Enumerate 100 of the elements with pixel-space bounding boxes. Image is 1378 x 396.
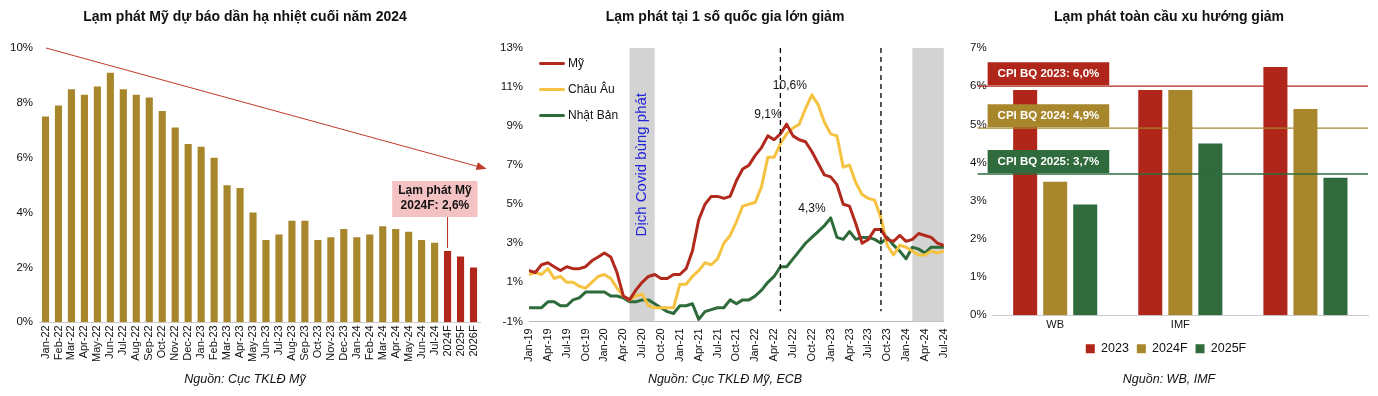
x-tick-label: Dec-23 <box>336 325 349 361</box>
y-tick-label: 6% <box>970 79 987 92</box>
bar <box>249 212 257 323</box>
x-tick-label: Aug-23 <box>284 325 297 361</box>
x-tick-label: Jan-23 <box>823 328 836 363</box>
bar <box>288 220 296 323</box>
y-tick-label: 1% <box>970 270 987 283</box>
bar <box>41 116 50 323</box>
y-tick-label: 6% <box>16 150 34 163</box>
x-tick-label: Jul-19 <box>559 328 572 359</box>
y-tick-label: 8% <box>16 96 34 109</box>
x-tick-label: Apr-22 <box>767 328 780 362</box>
bar <box>132 94 140 323</box>
x-tick-label: Jul-20 <box>635 328 648 359</box>
annotation: 10,6% <box>772 78 808 93</box>
annotation: 9,1% <box>754 107 783 122</box>
bar <box>456 256 465 323</box>
x-tick-label: May-24 <box>401 325 414 363</box>
chart-title: Lạm phát tại 1 số quốc gia lớn giảm <box>604 8 846 24</box>
chart-title: Lạm phát Mỹ dự báo dần hạ nhiệt cuối năm 2024 <box>82 8 408 24</box>
x-tick-label: Aug-22 <box>129 325 142 361</box>
ref-line-label: CPI BQ 2025: 3,7% <box>997 154 1100 167</box>
bar <box>275 234 283 323</box>
x-tick-label: Apr-22 <box>77 325 90 359</box>
bar <box>145 97 153 323</box>
x-tick-label: Feb-22 <box>51 325 64 361</box>
bar <box>1073 204 1098 316</box>
y-tick-label: 2% <box>16 260 34 273</box>
x-tick-label: Jan-21 <box>672 328 685 363</box>
x-tick-label: Jun-22 <box>103 325 116 359</box>
x-tick-label: May-22 <box>90 325 103 363</box>
bar <box>210 157 218 323</box>
legend-label: 2023 <box>1101 341 1129 356</box>
y-tick-label: 4% <box>16 205 34 218</box>
annotation: 4,3% <box>798 201 826 216</box>
legend-label: Châu Âu <box>568 82 615 96</box>
text: Nguồn: WB, IMF <box>1121 372 1217 386</box>
x-tick-label: Apr-23 <box>233 325 246 359</box>
bar <box>301 220 309 323</box>
bar <box>197 146 205 323</box>
x-tick-label: Mar-24 <box>375 325 388 361</box>
x-tick-label: Apr-24 <box>917 328 930 362</box>
bar <box>405 231 413 323</box>
legend-label: Mỹ <box>568 56 585 70</box>
x-tick-label: Jan-22 <box>38 325 51 359</box>
x-tick-label: Jun-24 <box>414 325 427 359</box>
y-tick-label: 0% <box>16 315 34 328</box>
y-tick-label: 5% <box>970 117 987 130</box>
x-tick-label: Feb-24 <box>362 325 375 361</box>
x-tick-label: Jan-23 <box>194 325 207 359</box>
bar <box>106 72 114 323</box>
ref-line-label: CPI BQ 2024: 4,9% <box>997 108 1100 121</box>
bar <box>327 237 335 323</box>
y-tick-label: 3% <box>970 193 987 206</box>
x-tick-label: Jun-23 <box>259 325 272 359</box>
x-tick-label: Jan-22 <box>748 328 761 363</box>
y-tick-label: 9% <box>506 119 524 132</box>
x-tick-label: Jan-24 <box>899 328 912 363</box>
bar <box>80 94 88 323</box>
x-tick-label: Jul-22 <box>786 328 798 359</box>
bar <box>158 111 166 323</box>
x-tick-label: Apr-23 <box>842 328 855 362</box>
bar <box>340 229 348 323</box>
bar <box>418 240 426 323</box>
x-tick-label: Apr-19 <box>540 328 553 362</box>
bar <box>431 242 439 323</box>
x-tick-label: Oct-23 <box>310 325 323 359</box>
x-tick-label: Apr-21 <box>691 328 704 362</box>
ref-line-label: CPI BQ 2023: 6,0% <box>997 66 1100 79</box>
y-tick-label: 3% <box>506 236 524 249</box>
bar <box>1323 177 1348 316</box>
bar <box>392 229 400 323</box>
x-tick-label: Nov-22 <box>168 325 181 361</box>
y-tick-label: 10% <box>9 41 34 54</box>
bar <box>119 89 127 323</box>
x-tick-label: Mar-23 <box>220 325 233 361</box>
bar <box>236 187 244 323</box>
bar <box>379 226 387 323</box>
x-tick-label: Mar-22 <box>64 325 77 361</box>
x-tick-label: Sep-22 <box>142 325 155 361</box>
y-tick-label: 5% <box>506 197 524 210</box>
bar <box>314 240 322 323</box>
y-tick-label: 4% <box>970 155 987 168</box>
bar <box>223 185 231 323</box>
bar <box>1043 181 1068 316</box>
x-tick-label: Dec-22 <box>181 325 194 361</box>
band-label: Dịch Covid bùng phát <box>632 92 650 237</box>
bar <box>469 267 478 323</box>
x-tick-label: Oct-19 <box>578 328 591 362</box>
x-tick-label: Jul-24 <box>427 325 440 356</box>
x-tick-label: IMF <box>1170 317 1191 330</box>
bar <box>171 127 179 323</box>
x-tick-label: Oct-20 <box>654 328 667 362</box>
annotation: Lạm phát Mỹ 2024F: 2,6% <box>398 183 472 213</box>
y-tick-label: -1% <box>502 314 524 327</box>
text: Nguồn: Cục TKLĐ Mỹ <box>183 372 307 386</box>
x-tick-label: Jul-23 <box>271 325 284 356</box>
x-tick-label: WB <box>1046 317 1065 330</box>
x-tick-label: May-23 <box>246 325 259 363</box>
y-tick-label: 13% <box>499 41 524 54</box>
